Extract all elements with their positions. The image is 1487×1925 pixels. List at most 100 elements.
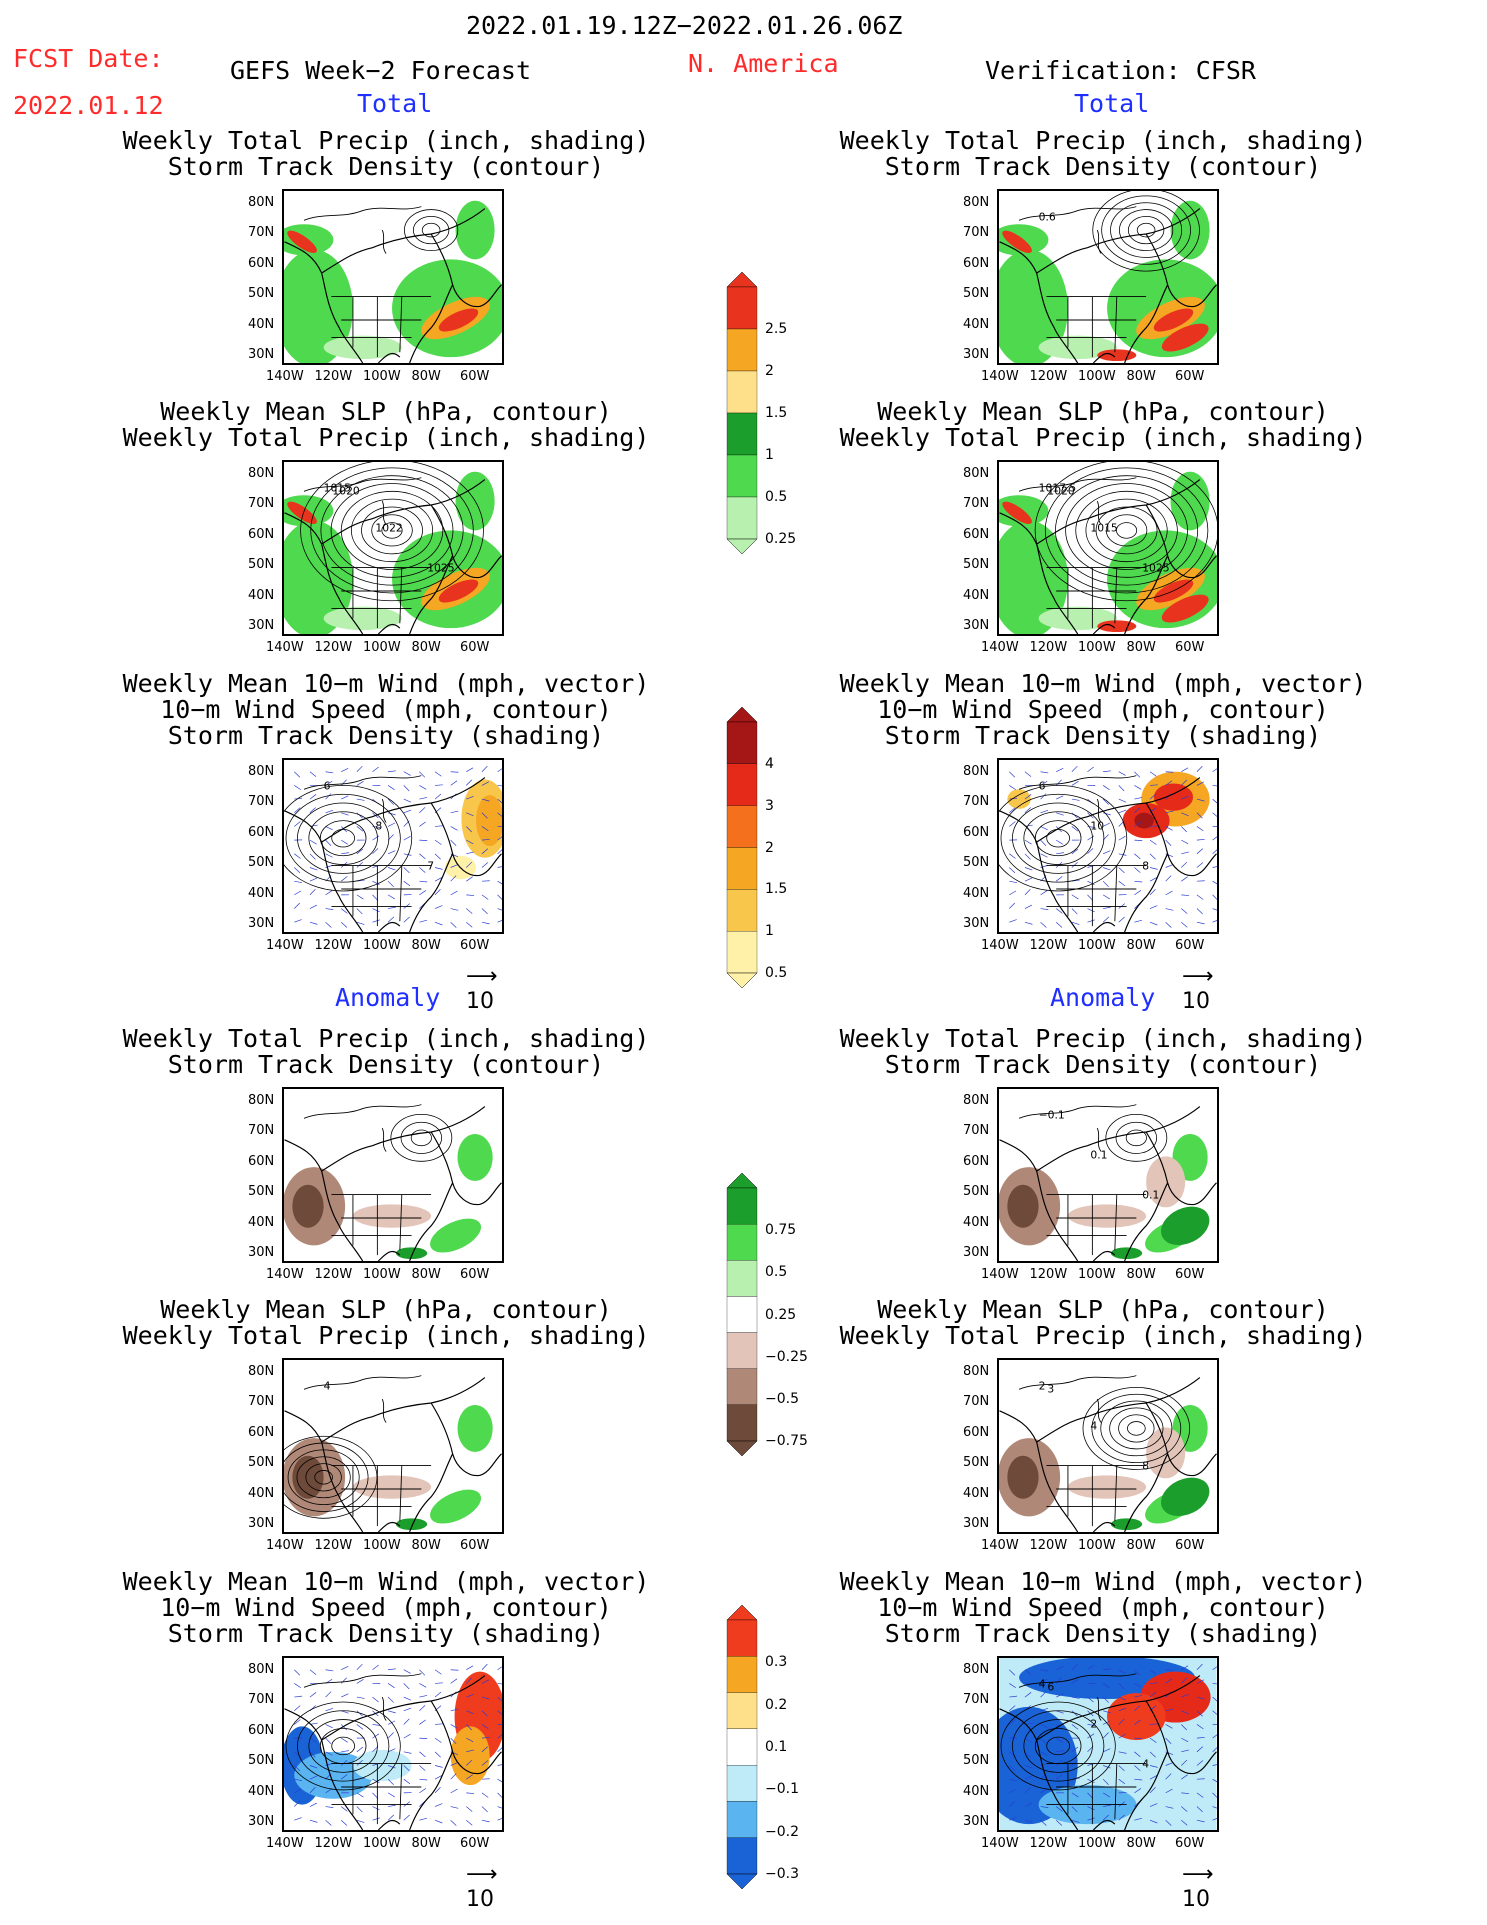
wind-vector: [466, 1724, 473, 1731]
wind-vector: [481, 1760, 489, 1766]
wind-vector: [387, 822, 396, 827]
wind-vector: [294, 919, 302, 923]
wind-vector: [434, 877, 443, 882]
lon-tick-label: 80W: [1126, 369, 1156, 384]
wind-vector: [1196, 798, 1205, 802]
wind-vector: [1196, 838, 1205, 841]
title-r3-b: 10−m Wind Speed (mph, contour): [877, 695, 1329, 724]
contour-line: [320, 475, 464, 586]
title-l6-a: Weekly Mean 10−m Wind (mph, vector): [122, 1567, 650, 1596]
wind-vector: [1040, 921, 1047, 928]
anomaly-wet-shading: [430, 1218, 482, 1253]
wind-vector: [1024, 1669, 1032, 1675]
political-borders: [303, 1673, 432, 1825]
wind-vector: [325, 1724, 333, 1729]
wind-vector: [1212, 919, 1217, 923]
wind-vector: [1118, 798, 1127, 803]
wind-vector: [1055, 779, 1062, 786]
wind-vector: [388, 1765, 396, 1769]
wind-vector: [481, 812, 488, 819]
wind-vector: [1165, 826, 1173, 831]
wind-vector: [325, 1669, 334, 1672]
wind-vector: [387, 1792, 395, 1798]
wind-vector: [1212, 798, 1217, 804]
wind-vector: [1181, 1677, 1188, 1684]
wind-vector: [1009, 1683, 1016, 1689]
wind-vector: [419, 919, 428, 923]
wind-vector: [466, 1774, 473, 1780]
wind-vector: [387, 1696, 394, 1703]
lat-tick-label: 30N: [963, 1814, 990, 1829]
wind-vector: [1134, 1751, 1141, 1758]
wind-vector: [403, 1696, 412, 1701]
wind-vector: [466, 812, 474, 817]
lon-tick-label: 140W: [981, 1836, 1019, 1851]
wind-vector: [1103, 812, 1111, 816]
wind-vector: [1196, 1696, 1205, 1700]
section-total-left: Total: [357, 89, 433, 118]
lat-tick-label: 70N: [963, 794, 990, 810]
wind-vector: [1149, 793, 1157, 800]
lon-tick-label: 60W: [460, 938, 490, 953]
wind-vector: [419, 1817, 428, 1821]
precip-shading: [1161, 594, 1209, 623]
lat-tick-label: 40N: [248, 1214, 275, 1230]
wind-vector: [1134, 880, 1143, 883]
lat-tick-label: 70N: [248, 1123, 275, 1139]
wind-vector: [1071, 1724, 1079, 1730]
wind-vector: [434, 1682, 443, 1684]
wind-vector: [1056, 1750, 1064, 1753]
title-r5-b: Weekly Total Precip (inch, shading): [839, 1321, 1367, 1350]
wind-vector: [309, 1765, 318, 1769]
wind-vector: [1165, 771, 1174, 773]
wind-vector: [1149, 825, 1158, 827]
wind-vector: [1134, 853, 1141, 860]
coastline: [999, 1675, 1217, 1830]
wind-vector: [341, 1693, 349, 1698]
lat-tick-label: 60N: [248, 1424, 275, 1440]
wind-vector: [1102, 894, 1110, 900]
wind-vector: [434, 784, 443, 786]
wind-vector: [1149, 1682, 1158, 1684]
wind-vector: [1055, 1759, 1063, 1766]
wind-vector: [434, 1819, 443, 1824]
wind-vector: [1212, 866, 1217, 868]
lat-tick-label: 50N: [963, 1184, 990, 1200]
wind-vector: [419, 1695, 428, 1698]
wind-vector: [1118, 809, 1127, 814]
wind-vector: [1024, 889, 1031, 896]
lat-tick-label: 80N: [963, 195, 990, 210]
lat-tick-label: 40N: [248, 1485, 275, 1501]
contour-label: 1015: [324, 481, 351, 494]
lon-tick-label: 140W: [266, 1538, 304, 1553]
lon-tick-label: 60W: [460, 1267, 490, 1282]
contour-line: [1082, 1386, 1191, 1470]
title-r1-b: Storm Track Density (contour): [884, 152, 1322, 181]
contour-label: 8: [1142, 1459, 1149, 1472]
wind-vector: [1181, 1806, 1188, 1812]
wind-vector: [1071, 848, 1079, 855]
lon-tick-label: 60W: [460, 1836, 490, 1851]
contour-label: 4: [1090, 1419, 1097, 1432]
wind-vector: [497, 1806, 502, 1809]
wind-vector: [1118, 1778, 1126, 1785]
wind-vector: [1149, 1669, 1157, 1675]
contour-line: [285, 1701, 401, 1791]
wind-vector: [356, 1679, 364, 1684]
wind-vector: [1181, 1819, 1188, 1826]
wind-vector: [1087, 835, 1095, 841]
wind-vector: [1134, 1719, 1141, 1725]
wind-vector: [1055, 1724, 1062, 1731]
lat-tick-label: 50N: [963, 1753, 990, 1769]
lat-tick-label: 80N: [963, 1662, 990, 1677]
lon-tick-label: 80W: [1126, 1538, 1156, 1553]
wind-vector: [294, 1800, 301, 1807]
wind-vector: [1102, 880, 1109, 887]
wind-vector: [466, 1737, 474, 1743]
wind-vector: [434, 825, 443, 827]
wind-vector: [309, 1787, 316, 1794]
wind-vector: [1134, 1669, 1141, 1676]
lon-tick-label: 60W: [460, 369, 490, 384]
wind-vector: [1071, 1679, 1079, 1684]
wind-vector: [309, 1775, 318, 1780]
